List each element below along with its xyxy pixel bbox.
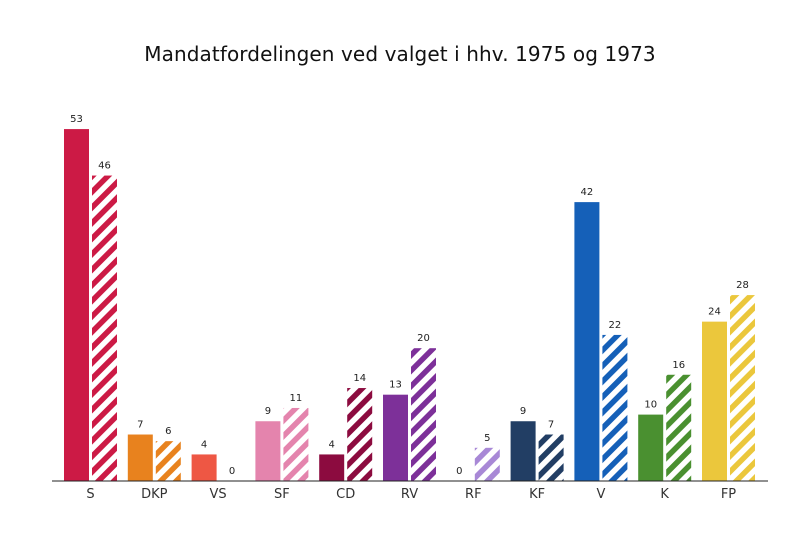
data-label: 0 (456, 466, 462, 477)
data-label: 9 (520, 406, 526, 417)
bar-rv-hatched (411, 348, 436, 481)
data-label: 6 (165, 426, 171, 437)
bar-vs-solid (191, 454, 217, 481)
x-tick-label: V (596, 487, 605, 502)
x-tick-label: CD (336, 487, 355, 502)
x-tick-label: K (660, 487, 669, 502)
bar-k-solid (638, 414, 664, 481)
data-label: 4 (329, 439, 335, 450)
data-label: 53 (70, 114, 83, 125)
data-label: 5 (484, 433, 490, 444)
bar-v-solid (574, 202, 600, 481)
x-tick-label: RF (465, 487, 482, 502)
bar-v-hatched (602, 334, 628, 481)
data-label: 14 (353, 373, 366, 384)
x-tick-label: DKP (141, 487, 168, 502)
bar-s-hatched (92, 175, 117, 481)
x-tick-label: FP (721, 487, 736, 502)
data-label: 11 (290, 393, 303, 404)
bar-k-hatched (666, 374, 692, 481)
bar-s-solid (64, 129, 89, 481)
data-label: 22 (609, 320, 622, 331)
chart-title: Mandatfordelingen ved valget i hhv. 1975… (144, 42, 656, 66)
x-tick-label: SF (274, 487, 290, 502)
bar-rv-solid (383, 394, 408, 481)
data-label: 16 (672, 360, 685, 371)
value-labels-layer: 53 46 7 6 4 0 9 11 4 14 13 20 0 5 9 7 42 22 10 16 24 28 (70, 114, 749, 477)
bar-fp-solid (702, 321, 727, 481)
bars-layer (64, 129, 755, 481)
bar-sf-solid (255, 421, 281, 481)
data-label: 7 (137, 420, 143, 431)
bar-rf-hatched (474, 447, 500, 481)
x-tick-labels-layer: S DKP VS SF CD RV RF KF V K FP (86, 487, 736, 502)
data-label: 10 (644, 400, 657, 411)
data-label: 0 (229, 466, 235, 477)
data-label: 7 (548, 420, 554, 431)
bar-kf-solid (510, 421, 536, 481)
bar-cd-hatched (347, 388, 373, 481)
data-label: 4 (201, 439, 207, 450)
x-tick-label: VS (210, 487, 227, 502)
bar-fp-hatched (730, 295, 755, 481)
bar-cd-solid (319, 454, 345, 481)
x-tick-label: KF (529, 487, 545, 502)
bar-dkp-hatched (155, 441, 181, 481)
data-label: 46 (98, 161, 111, 172)
x-tick-label: RV (401, 487, 418, 502)
data-label: 28 (736, 280, 749, 291)
data-label: 20 (417, 333, 430, 344)
data-label: 13 (389, 380, 402, 391)
x-tick-label: S (86, 487, 94, 502)
data-label: 42 (581, 187, 594, 198)
data-label: 24 (708, 307, 721, 318)
bar-sf-hatched (283, 407, 309, 481)
bar-dkp-solid (127, 434, 153, 481)
data-label: 9 (265, 406, 271, 417)
bar-kf-hatched (538, 434, 564, 481)
